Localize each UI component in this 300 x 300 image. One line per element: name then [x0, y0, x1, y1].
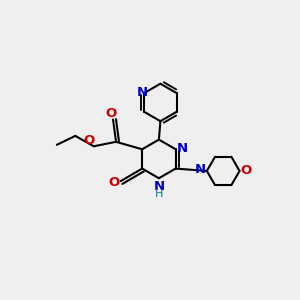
Text: O: O	[109, 176, 120, 189]
Text: O: O	[106, 107, 117, 120]
Text: N: N	[137, 86, 148, 99]
Text: O: O	[241, 164, 252, 178]
Text: H: H	[155, 189, 163, 199]
Text: N: N	[177, 142, 188, 154]
Text: N: N	[153, 180, 164, 193]
Text: O: O	[84, 134, 95, 147]
Text: N: N	[195, 163, 206, 176]
